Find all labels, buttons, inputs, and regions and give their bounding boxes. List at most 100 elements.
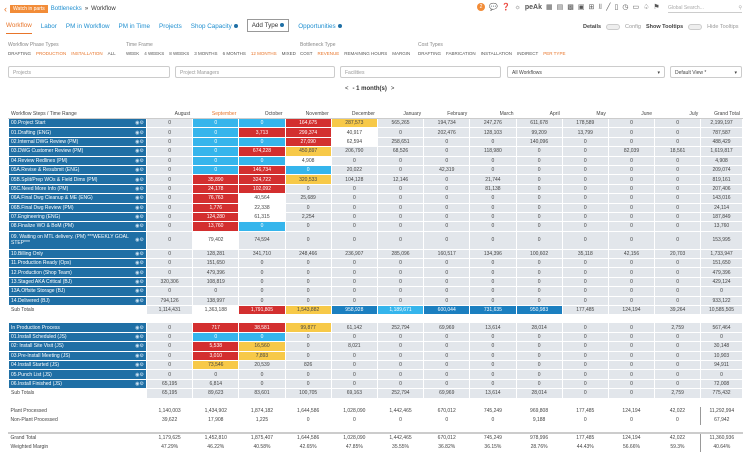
value-cell[interactable]: 2,759 bbox=[654, 388, 702, 399]
value-cell[interactable]: 0 bbox=[284, 258, 332, 269]
value-cell[interactable]: 28.76% bbox=[516, 442, 563, 452]
breadcrumb-badge[interactable]: Watch in parts bbox=[10, 5, 48, 13]
projects-filter[interactable]: Projects bbox=[8, 66, 170, 78]
value-cell[interactable]: 0 bbox=[145, 164, 194, 176]
row-label[interactable]: 06B.Final Dwg Review (PM) ◉⚙ bbox=[8, 202, 147, 213]
gear-icon[interactable]: ⚙ bbox=[139, 214, 144, 221]
gear-icon[interactable]: ⚙ bbox=[139, 297, 144, 304]
prev-period-button[interactable]: < bbox=[345, 86, 349, 92]
value-cell[interactable]: 0 bbox=[607, 331, 656, 343]
value-cell[interactable]: 8,021 bbox=[330, 341, 378, 352]
grand-total-cell[interactable]: 151,650 bbox=[700, 258, 743, 269]
value-cell[interactable]: 0 bbox=[469, 286, 517, 297]
value-cell[interactable]: 0 bbox=[423, 267, 471, 278]
value-cell[interactable]: 0 bbox=[654, 331, 702, 343]
value-cell[interactable]: 160,517 bbox=[423, 248, 471, 260]
eye-icon[interactable]: ◉ bbox=[135, 324, 140, 331]
value-cell[interactable]: 958,928 bbox=[330, 305, 378, 316]
value-cell[interactable]: 69,969 bbox=[423, 322, 471, 333]
value-cell[interactable]: 2,254 bbox=[284, 211, 332, 223]
row-label[interactable]: 03.Pre-Install Meeting (JS) ◉⚙ bbox=[8, 350, 147, 362]
lightbulb-icon[interactable]: ☼ bbox=[514, 3, 521, 11]
value-cell[interactable]: 59.3% bbox=[654, 442, 701, 452]
value-cell[interactable]: 0 bbox=[238, 276, 286, 288]
value-cell[interactable]: 164,675 bbox=[284, 117, 332, 129]
row-label[interactable]: 04.Review Redlines (PM) ◉⚙ bbox=[8, 155, 147, 166]
value-cell[interactable]: 0 bbox=[423, 350, 471, 362]
eye-icon[interactable]: ◉ bbox=[135, 214, 140, 221]
value-cell[interactable]: 0 bbox=[192, 146, 240, 157]
value-cell[interactable]: 194,734 bbox=[423, 117, 471, 129]
value-cell[interactable]: 0 bbox=[192, 127, 240, 138]
value-cell[interactable]: 46.22% bbox=[192, 442, 239, 452]
value-cell[interactable]: 0 bbox=[238, 378, 286, 390]
value-cell[interactable]: 341,710 bbox=[238, 248, 286, 260]
value-cell[interactable]: 0 bbox=[561, 267, 609, 278]
eye-icon[interactable]: ◉ bbox=[135, 237, 140, 244]
value-cell[interactable]: 285,096 bbox=[376, 248, 425, 260]
gear-icon[interactable]: ⚙ bbox=[139, 269, 144, 276]
gear-icon[interactable]: ⚙ bbox=[139, 352, 144, 359]
value-cell[interactable]: 717 bbox=[192, 322, 240, 333]
value-cell[interactable]: 0 bbox=[654, 221, 702, 232]
value-cell[interactable]: 0 bbox=[561, 146, 609, 157]
value-cell[interactable]: 83,601 bbox=[238, 388, 286, 399]
value-cell[interactable]: 65,195 bbox=[145, 388, 194, 399]
grand-total-cell[interactable]: 2,199,197 bbox=[700, 117, 743, 129]
value-cell[interactable]: 0 bbox=[515, 331, 563, 343]
value-cell[interactable]: 13,614 bbox=[469, 322, 517, 333]
value-cell[interactable]: 745,249 bbox=[469, 431, 516, 443]
value-cell[interactable]: 206,790 bbox=[330, 146, 378, 157]
breadcrumb-parent[interactable]: Bottlenecks bbox=[50, 6, 82, 12]
search-icon[interactable]: ⚲ bbox=[738, 4, 742, 11]
value-cell[interactable]: 0 bbox=[376, 183, 425, 195]
value-cell[interactable]: 82,039 bbox=[607, 146, 656, 157]
value-cell[interactable]: 128,281 bbox=[192, 248, 240, 260]
column-header[interactable]: January bbox=[376, 109, 425, 119]
value-cell[interactable]: 0 bbox=[654, 295, 702, 307]
row-label[interactable]: 05B.Split/Prep WOs & Field Dims (PM) ◉⚙ bbox=[8, 174, 147, 185]
grand-total-cell[interactable]: 40.64% bbox=[700, 442, 743, 452]
value-cell[interactable]: 17,908 bbox=[192, 415, 239, 425]
value-cell[interactable]: 20,539 bbox=[238, 359, 286, 371]
gear-icon[interactable]: ⚙ bbox=[139, 343, 144, 350]
value-cell[interactable]: 0 bbox=[284, 164, 332, 176]
value-cell[interactable]: 73,546 bbox=[192, 359, 240, 371]
value-cell[interactable]: 950,983 bbox=[515, 305, 563, 316]
column-header[interactable]: Grand Total bbox=[700, 109, 743, 119]
value-cell[interactable]: 79,402 bbox=[192, 230, 240, 250]
value-cell[interactable]: 0 bbox=[192, 164, 240, 176]
value-cell[interactable]: 0 bbox=[284, 276, 332, 288]
value-cell[interactable]: 177,485 bbox=[562, 431, 609, 443]
filter-option[interactable]: INSTALLATION bbox=[71, 51, 103, 56]
value-cell[interactable]: 674,228 bbox=[238, 146, 286, 157]
value-cell[interactable]: 13,614 bbox=[469, 388, 517, 399]
facilities-filter[interactable]: Facilities bbox=[340, 66, 501, 78]
calendar-icon[interactable]: ▭ bbox=[632, 4, 640, 11]
value-cell[interactable]: 0 bbox=[561, 221, 609, 232]
value-cell[interactable]: 0 bbox=[561, 258, 609, 269]
value-cell[interactable]: 324,722 bbox=[238, 174, 286, 185]
grand-total-cell[interactable]: 488,429 bbox=[700, 136, 743, 148]
row-label[interactable]: 01.Install Scheduled (JS) ◉⚙ bbox=[8, 331, 147, 343]
value-cell[interactable]: 0 bbox=[654, 267, 702, 278]
value-cell[interactable]: 9,188 bbox=[516, 415, 563, 425]
value-cell[interactable]: 0 bbox=[423, 193, 471, 204]
value-cell[interactable]: 0 bbox=[654, 211, 702, 223]
gear-icon[interactable]: ⚙ bbox=[139, 260, 144, 267]
value-cell[interactable]: 61,142 bbox=[330, 322, 378, 333]
value-cell[interactable]: 177,485 bbox=[562, 405, 609, 416]
value-cell[interactable]: 202,476 bbox=[423, 127, 471, 138]
eye-icon[interactable]: ◉ bbox=[135, 195, 140, 202]
clock-icon[interactable]: ◷ bbox=[622, 4, 629, 11]
value-cell[interactable]: 56.66% bbox=[608, 442, 655, 452]
value-cell[interactable]: 1,363,188 bbox=[192, 305, 240, 316]
eye-icon[interactable]: ◉ bbox=[135, 380, 140, 387]
value-cell[interactable]: 0 bbox=[561, 276, 609, 288]
value-cell[interactable]: 13,760 bbox=[192, 221, 240, 232]
value-cell[interactable]: 99,877 bbox=[284, 322, 332, 333]
value-cell[interactable]: 0 bbox=[423, 211, 471, 223]
value-cell[interactable]: 108,819 bbox=[192, 276, 240, 288]
chat-icon[interactable]: 💬 bbox=[489, 4, 498, 11]
filter-option[interactable]: PRODUCTION bbox=[36, 51, 67, 56]
